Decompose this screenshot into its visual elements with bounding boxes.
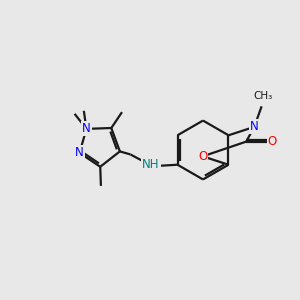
Text: O: O (198, 150, 207, 163)
Text: O: O (268, 135, 277, 148)
Text: N: N (75, 146, 84, 159)
Text: N: N (250, 120, 259, 134)
Text: N: N (82, 122, 91, 135)
Text: NH: NH (142, 158, 160, 171)
Text: CH₃: CH₃ (254, 91, 273, 101)
